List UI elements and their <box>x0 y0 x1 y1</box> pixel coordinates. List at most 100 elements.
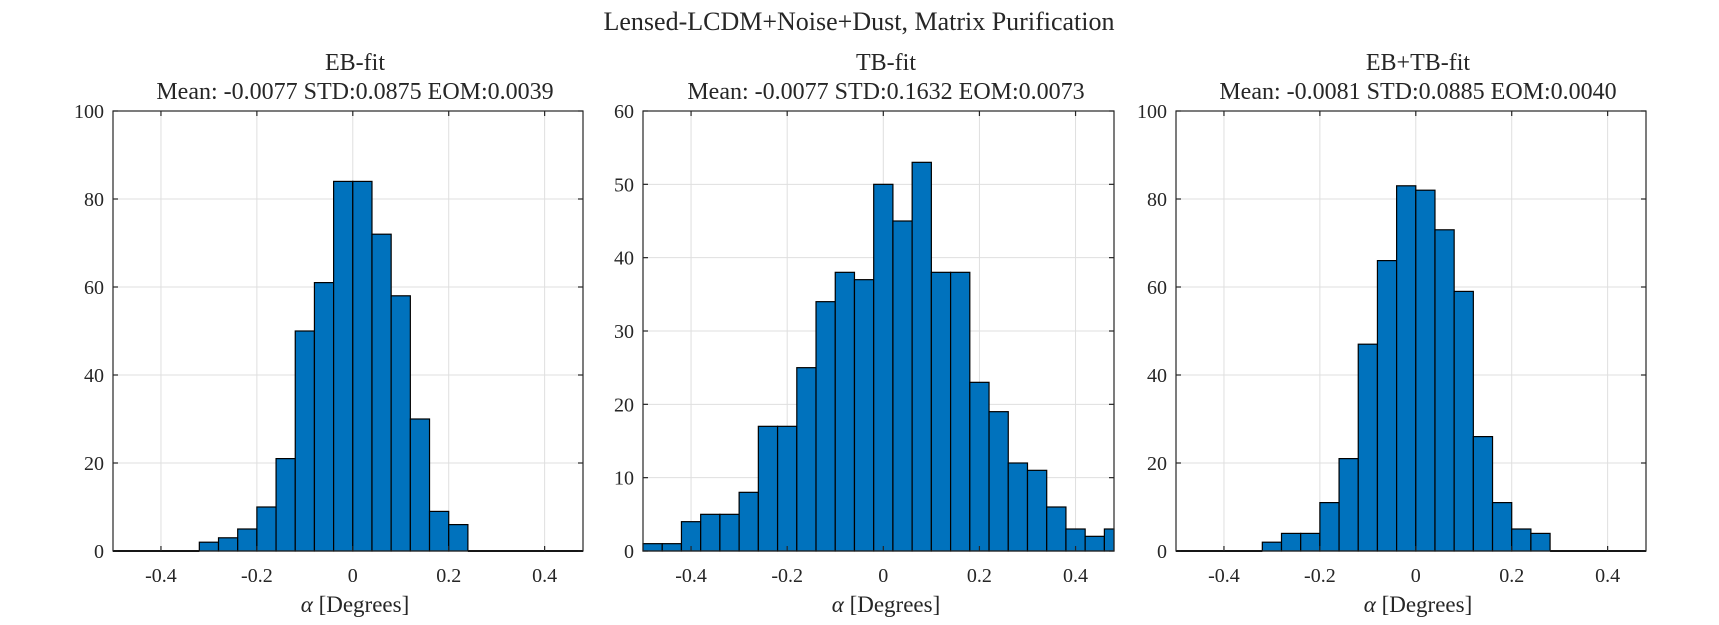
x-tick-label: 0.4 <box>1063 565 1088 587</box>
histogram-bar <box>1396 185 1417 552</box>
histogram-bar <box>757 425 779 552</box>
panel-stats: Mean: -0.0077 STD:0.1632 EOM:0.0073 <box>687 79 1084 105</box>
histogram-bar <box>1357 343 1379 552</box>
histogram-bar <box>1491 502 1513 552</box>
x-tick-label: 0.2 <box>1499 565 1524 587</box>
figure-title: Lensed-LCDM+Noise+Dust, Matrix Purificat… <box>604 7 1115 36</box>
histogram-bar <box>873 183 894 552</box>
y-tick-label: 20 <box>614 394 634 416</box>
histogram-bar <box>256 506 277 552</box>
plot-area: -0.4 -0.2 0 0.2 0.4 0 20 40 60 80 100 <box>1137 101 1647 587</box>
x-tick-label: 0.4 <box>1595 565 1620 587</box>
histogram-bar <box>1046 506 1067 552</box>
histogram-bar <box>1319 502 1340 552</box>
histogram-bar <box>988 411 1009 552</box>
axes-box <box>112 110 584 552</box>
histogram-panel-eb-fit: EB-fit Mean: -0.0077 STD:0.0875 EOM:0.00… <box>74 50 584 617</box>
histogram-bar <box>949 271 971 552</box>
y-tick-label: 30 <box>614 321 634 343</box>
histogram-bar <box>1300 532 1321 552</box>
histogram-bar <box>428 510 450 552</box>
y-tick-label: 100 <box>1137 101 1167 123</box>
histogram-bar <box>853 279 875 552</box>
x-tick-label: -0.4 <box>1208 565 1240 587</box>
y-tick-label: 100 <box>74 101 104 123</box>
histogram-bar <box>352 180 373 552</box>
x-tick-label: 0.2 <box>436 565 461 587</box>
histogram-bar <box>1472 436 1494 552</box>
histogram-bar <box>390 295 411 552</box>
histogram-bar <box>1261 541 1283 552</box>
x-tick-label: 0.4 <box>532 565 557 587</box>
x-tick-label: -0.2 <box>241 565 273 587</box>
histogram-bar <box>738 491 759 552</box>
histogram-bar <box>294 330 316 552</box>
x-axis-label: α [Degrees] <box>832 592 941 617</box>
panel-title: EB+TB-fit <box>1366 50 1471 76</box>
histogram-bar <box>1530 532 1551 552</box>
histogram-bar <box>1338 458 1359 552</box>
x-tick-label: 0 <box>1411 565 1421 587</box>
histogram-bar <box>911 161 932 552</box>
histogram-bar <box>892 220 913 552</box>
histogram-bar <box>700 513 721 552</box>
histogram-bar <box>1376 260 1398 552</box>
histogram-bar <box>834 271 856 552</box>
panel-title: EB-fit <box>325 50 385 76</box>
histogram-bar <box>409 418 431 552</box>
histogram-bar <box>275 458 296 552</box>
y-tick-label: 40 <box>614 248 634 270</box>
y-tick-label: 80 <box>84 189 104 211</box>
histogram-bar <box>642 543 663 552</box>
axes-box <box>1175 110 1647 552</box>
panel-stats: Mean: -0.0077 STD:0.0875 EOM:0.0039 <box>156 79 553 105</box>
histogram-bar <box>969 381 990 552</box>
plot-area: -0.4 -0.2 0 0.2 0.4 0 10 20 30 40 50 60 <box>614 101 1115 587</box>
x-tick-label: -0.2 <box>1304 565 1336 587</box>
histogram-bar <box>448 523 469 552</box>
x-tick-label: 0 <box>348 565 358 587</box>
y-tick-label: 0 <box>1157 541 1167 563</box>
panel-stats: Mean: -0.0081 STD:0.0885 EOM:0.0040 <box>1219 79 1616 105</box>
y-tick-label: 0 <box>624 541 634 563</box>
x-tick-label: 0 <box>878 565 888 587</box>
histogram-bar <box>198 541 220 552</box>
histogram-bar <box>371 233 392 552</box>
x-tick-label: 0.2 <box>967 565 992 587</box>
x-axis-label: α [Degrees] <box>301 592 410 617</box>
panel-title: TB-fit <box>856 50 916 76</box>
histogram-bar <box>719 513 740 552</box>
y-tick-label: 0 <box>94 541 104 563</box>
histogram-bar <box>796 367 817 552</box>
y-tick-label: 20 <box>84 453 104 475</box>
y-tick-label: 50 <box>614 174 634 196</box>
histogram-bar <box>333 180 354 552</box>
histogram-bar <box>776 425 798 552</box>
histogram-bar <box>1026 469 1048 552</box>
x-tick-label: -0.4 <box>675 565 707 587</box>
x-axis-label: α [Degrees] <box>1364 592 1473 617</box>
y-tick-label: 60 <box>614 101 634 123</box>
histogram-bar <box>661 543 683 552</box>
y-tick-label: 40 <box>84 365 104 387</box>
histogram-panel-tb-fit: TB-fit Mean: -0.0077 STD:0.1632 EOM:0.00… <box>614 50 1115 617</box>
histogram-bar <box>1434 229 1455 552</box>
y-tick-label: 60 <box>1147 277 1167 299</box>
y-tick-label: 80 <box>1147 189 1167 211</box>
x-tick-label: -0.4 <box>145 565 177 587</box>
histogram-bar <box>1280 532 1302 552</box>
histogram-bar <box>217 537 239 552</box>
histogram-bar <box>1453 290 1474 552</box>
histogram-bar <box>313 282 335 552</box>
histogram-bar <box>1103 528 1115 552</box>
y-tick-label: 60 <box>84 277 104 299</box>
x-tick-label: -0.2 <box>771 565 803 587</box>
histogram-bar <box>930 271 952 552</box>
histogram-bar <box>237 528 258 552</box>
histogram-panel-eb-tb-fit: EB+TB-fit Mean: -0.0081 STD:0.0885 EOM:0… <box>1137 50 1647 617</box>
plot-area: -0.4 -0.2 0 0.2 0.4 0 20 40 60 80 100 <box>74 101 584 587</box>
histogram-bar <box>815 301 836 552</box>
histogram-bar <box>1084 535 1105 552</box>
y-tick-label: 10 <box>614 468 634 490</box>
